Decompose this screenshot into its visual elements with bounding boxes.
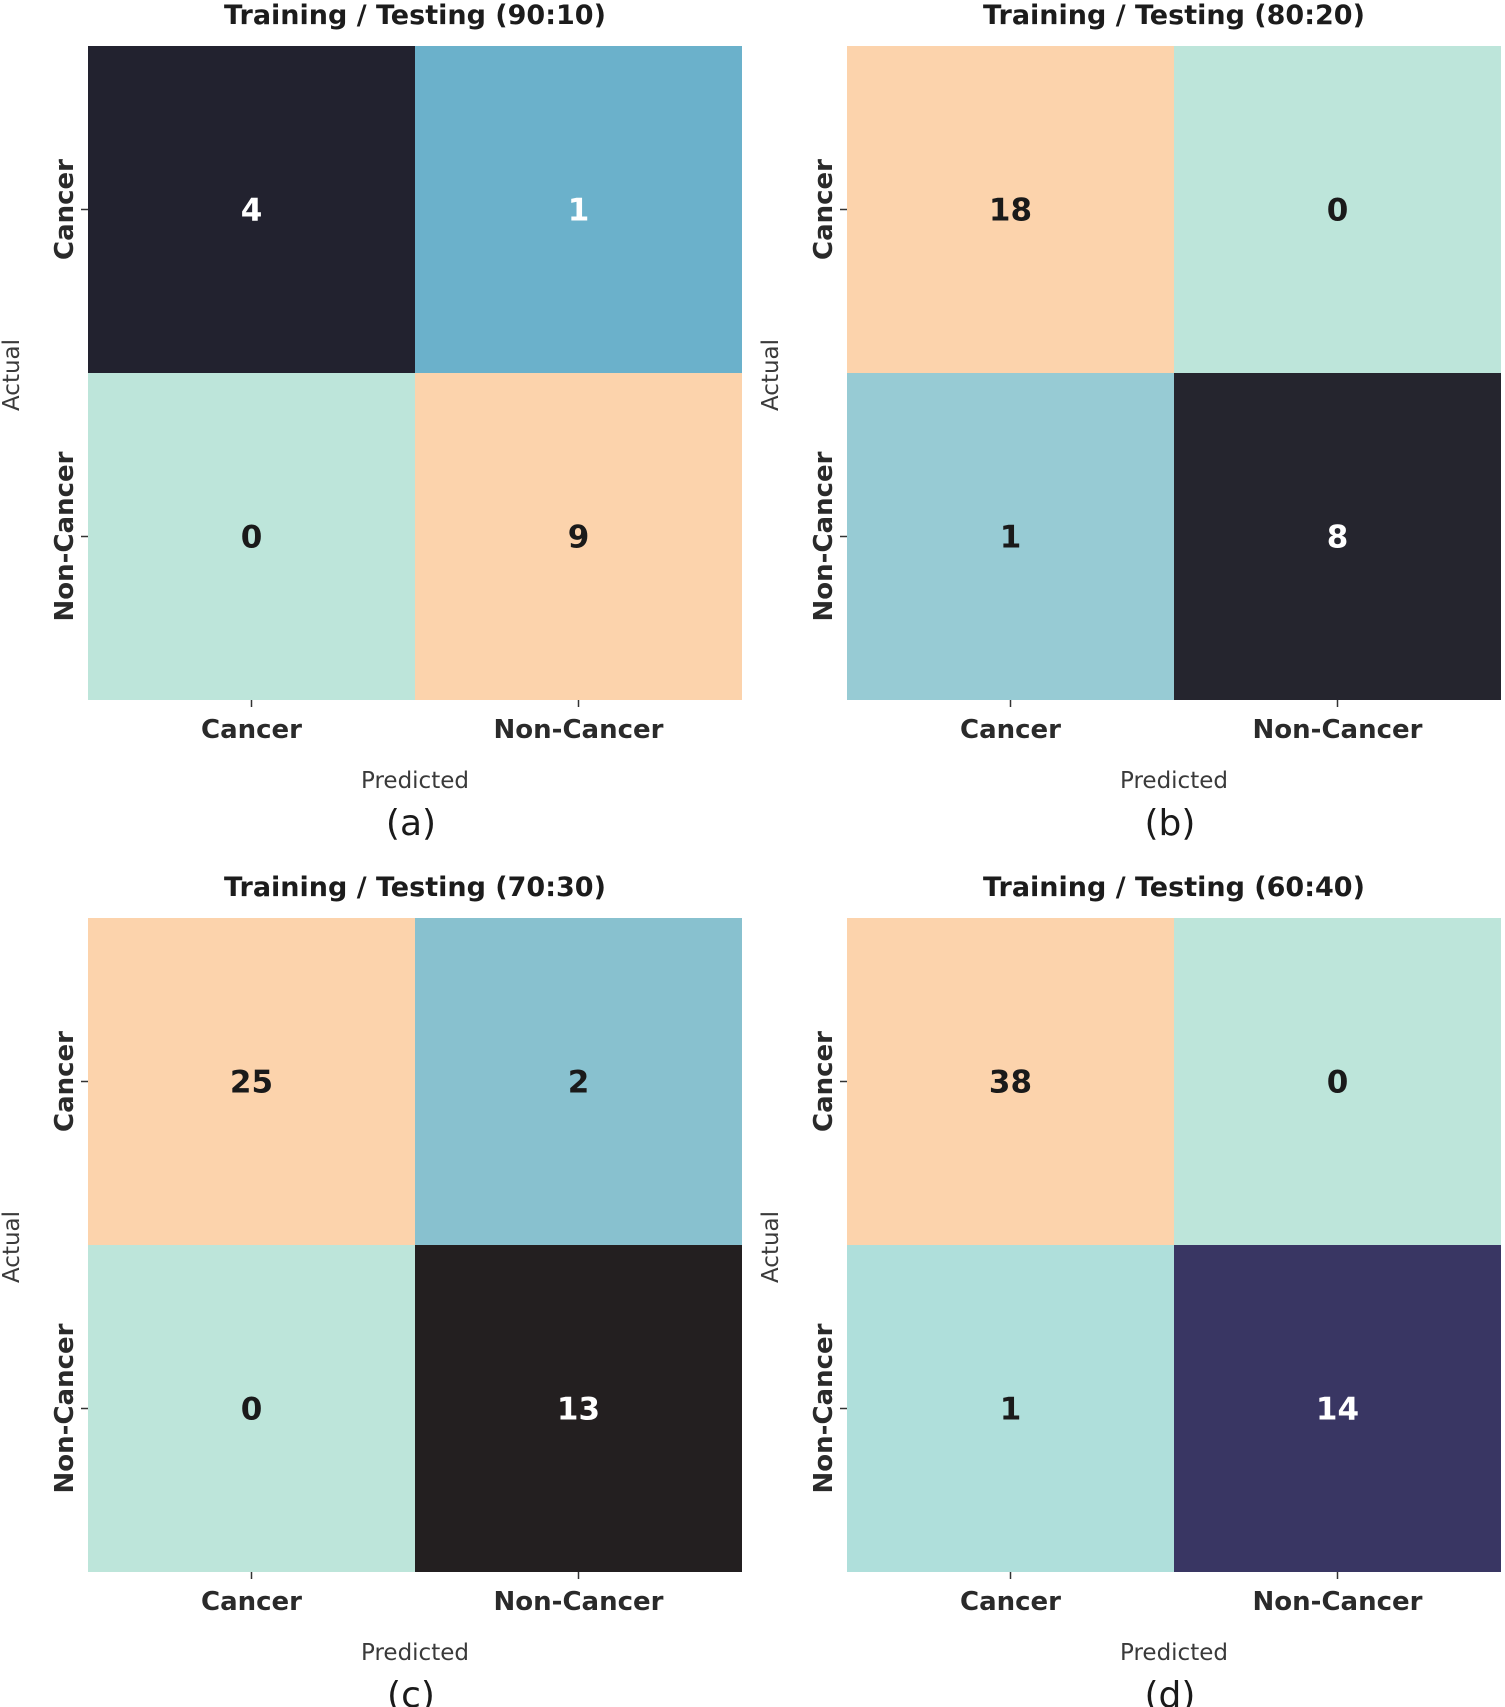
heatmap-cell — [415, 46, 742, 373]
cell-value: 9 — [568, 520, 590, 556]
heatmap-cell — [847, 46, 1174, 373]
panel-caption: (a) — [386, 803, 436, 844]
x-axis-label: Predicted — [1120, 768, 1228, 794]
x-tick-label: Non-Cancer — [1253, 1587, 1423, 1617]
cell-value: 2 — [568, 1065, 590, 1101]
confusion-matrix-panel: Training / Testing (90:10) 4 1 0 9 Cancer Non-… — [0, 0, 742, 844]
panel-caption: (c) — [387, 1675, 435, 1707]
heatmap-cell — [1174, 46, 1501, 373]
y-tick-label: Non-Cancer — [50, 451, 80, 621]
heatmap-cell — [847, 1245, 1174, 1572]
y-axis-label: Actual — [0, 1211, 25, 1283]
cell-value: 1 — [1000, 520, 1022, 556]
x-tick-label: Cancer — [960, 1587, 1061, 1617]
chart-title: Training / Testing (90:10) — [224, 0, 606, 31]
heatmap-cell — [88, 373, 415, 700]
x-axis-label: Predicted — [361, 768, 469, 794]
heatmap-cell — [847, 918, 1174, 1245]
cell-value: 38 — [989, 1065, 1032, 1101]
heatmap-cell — [415, 918, 742, 1245]
panel-caption: (d) — [1145, 1675, 1196, 1707]
confusion-matrix-panel: Training / Testing (60:40) 38 0 1 14 Cancer No… — [758, 872, 1501, 1707]
x-tick-label: Non-Cancer — [494, 715, 664, 745]
y-tick-label: Cancer — [50, 159, 80, 260]
x-tick-label: Cancer — [201, 715, 302, 745]
heatmap-cell — [415, 373, 742, 700]
heatmap-cell — [415, 1245, 742, 1572]
heatmap-cell — [88, 46, 415, 373]
heatmap-cell — [1174, 1245, 1501, 1572]
cell-value: 4 — [241, 193, 263, 229]
cell-value: 25 — [230, 1065, 273, 1101]
chart-title: Training / Testing (80:20) — [983, 0, 1365, 31]
cell-value: 1 — [568, 193, 590, 229]
y-tick-label: Cancer — [50, 1031, 80, 1132]
heatmap-cell — [88, 918, 415, 1245]
chart-title: Training / Testing (70:30) — [224, 872, 606, 903]
y-axis-label: Actual — [0, 339, 25, 411]
cell-value: 18 — [989, 193, 1032, 229]
cell-value: 13 — [557, 1392, 600, 1428]
x-axis-label: Predicted — [1120, 1640, 1228, 1666]
heatmap-cell — [88, 1245, 415, 1572]
cell-value: 0 — [1327, 1065, 1349, 1101]
y-tick-label: Cancer — [809, 159, 839, 260]
y-axis-label: Actual — [758, 1211, 784, 1283]
cell-value: 8 — [1327, 520, 1349, 556]
panel-caption: (b) — [1145, 803, 1196, 844]
cell-value: 1 — [1000, 1392, 1022, 1428]
confusion-matrix-panel: Training / Testing (70:30) 25 2 0 13 Cancer No… — [0, 872, 742, 1707]
x-tick-label: Non-Cancer — [1253, 715, 1423, 745]
heatmap-cell — [1174, 373, 1501, 700]
y-tick-label: Cancer — [809, 1031, 839, 1132]
heatmap-cell — [1174, 918, 1501, 1245]
chart-title: Training / Testing (60:40) — [983, 872, 1365, 903]
heatmap-cell — [847, 373, 1174, 700]
y-tick-label: Non-Cancer — [809, 451, 839, 621]
cell-value: 0 — [241, 520, 263, 556]
x-tick-label: Cancer — [960, 715, 1061, 745]
x-tick-label: Non-Cancer — [494, 1587, 664, 1617]
cell-value: 0 — [1327, 193, 1349, 229]
cell-value: 0 — [241, 1392, 263, 1428]
cell-value: 14 — [1316, 1392, 1359, 1428]
x-axis-label: Predicted — [361, 1640, 469, 1666]
x-tick-label: Cancer — [201, 1587, 302, 1617]
y-axis-label: Actual — [758, 339, 784, 411]
y-tick-label: Non-Cancer — [50, 1323, 80, 1493]
y-tick-label: Non-Cancer — [809, 1323, 839, 1493]
